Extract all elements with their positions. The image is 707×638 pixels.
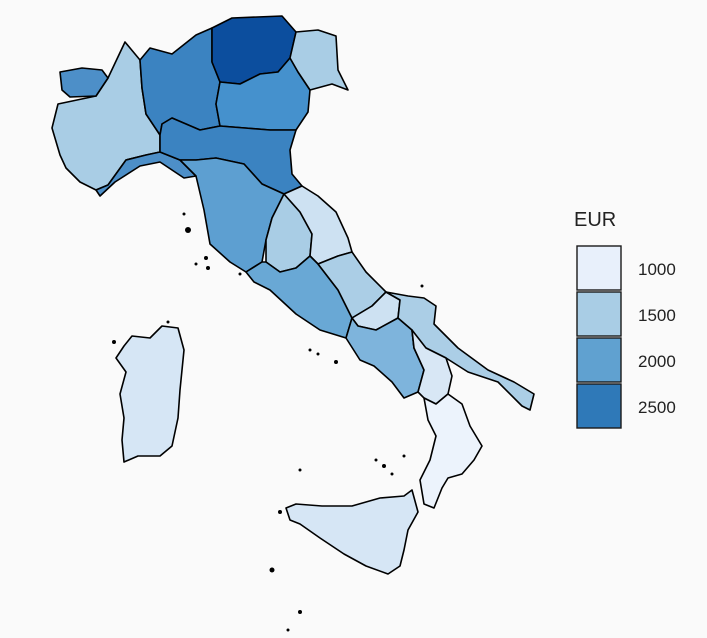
region-friuli[interactable]: [289, 29, 349, 91]
island-pianosa: [194, 262, 198, 266]
region-calabria[interactable]: [419, 393, 483, 509]
region-sicilia[interactable]: [285, 489, 419, 575]
small-islands: [112, 212, 424, 632]
legend-swatch-2: [576, 291, 622, 337]
legend: EUR 1000 1500 2000 2500: [574, 209, 676, 429]
region-veneto[interactable]: [215, 57, 311, 131]
map-regions: [51, 15, 535, 575]
island-lampedusa: [298, 610, 302, 614]
region-lombardia[interactable]: [139, 27, 221, 136]
island-capraia: [182, 212, 186, 216]
region-valle-daosta[interactable]: [59, 67, 109, 98]
island-vulcano: [390, 472, 394, 476]
island-elba: [185, 227, 191, 233]
island-giannutri: [238, 272, 242, 276]
legend-label-3: 2000: [638, 352, 676, 371]
legend-label-4: 2500: [638, 398, 676, 417]
legend-label-1: 1000: [638, 260, 676, 279]
island-tremiti: [420, 284, 424, 288]
island-giglio: [204, 256, 208, 260]
region-sardegna[interactable]: [115, 325, 185, 463]
island-ischia: [334, 360, 338, 364]
legend-swatch-1: [576, 245, 622, 291]
island-ustica: [298, 468, 302, 472]
island-egadi: [278, 510, 282, 514]
island-asinara: [112, 340, 116, 344]
island-salina: [374, 458, 378, 462]
island-lipari: [382, 464, 386, 468]
legend-swatch-3: [576, 337, 622, 383]
legend-swatch-4: [576, 383, 622, 429]
island-pantelleria: [269, 567, 275, 573]
island-ventotene: [316, 352, 320, 356]
island-stromboli: [402, 454, 406, 458]
island-maddalena: [166, 320, 170, 324]
legend-title: EUR: [574, 209, 616, 231]
island-ponza: [308, 348, 312, 352]
legend-label-2: 1500: [638, 306, 676, 325]
island-linosa: [286, 628, 290, 632]
island-montecristo: [206, 266, 210, 270]
